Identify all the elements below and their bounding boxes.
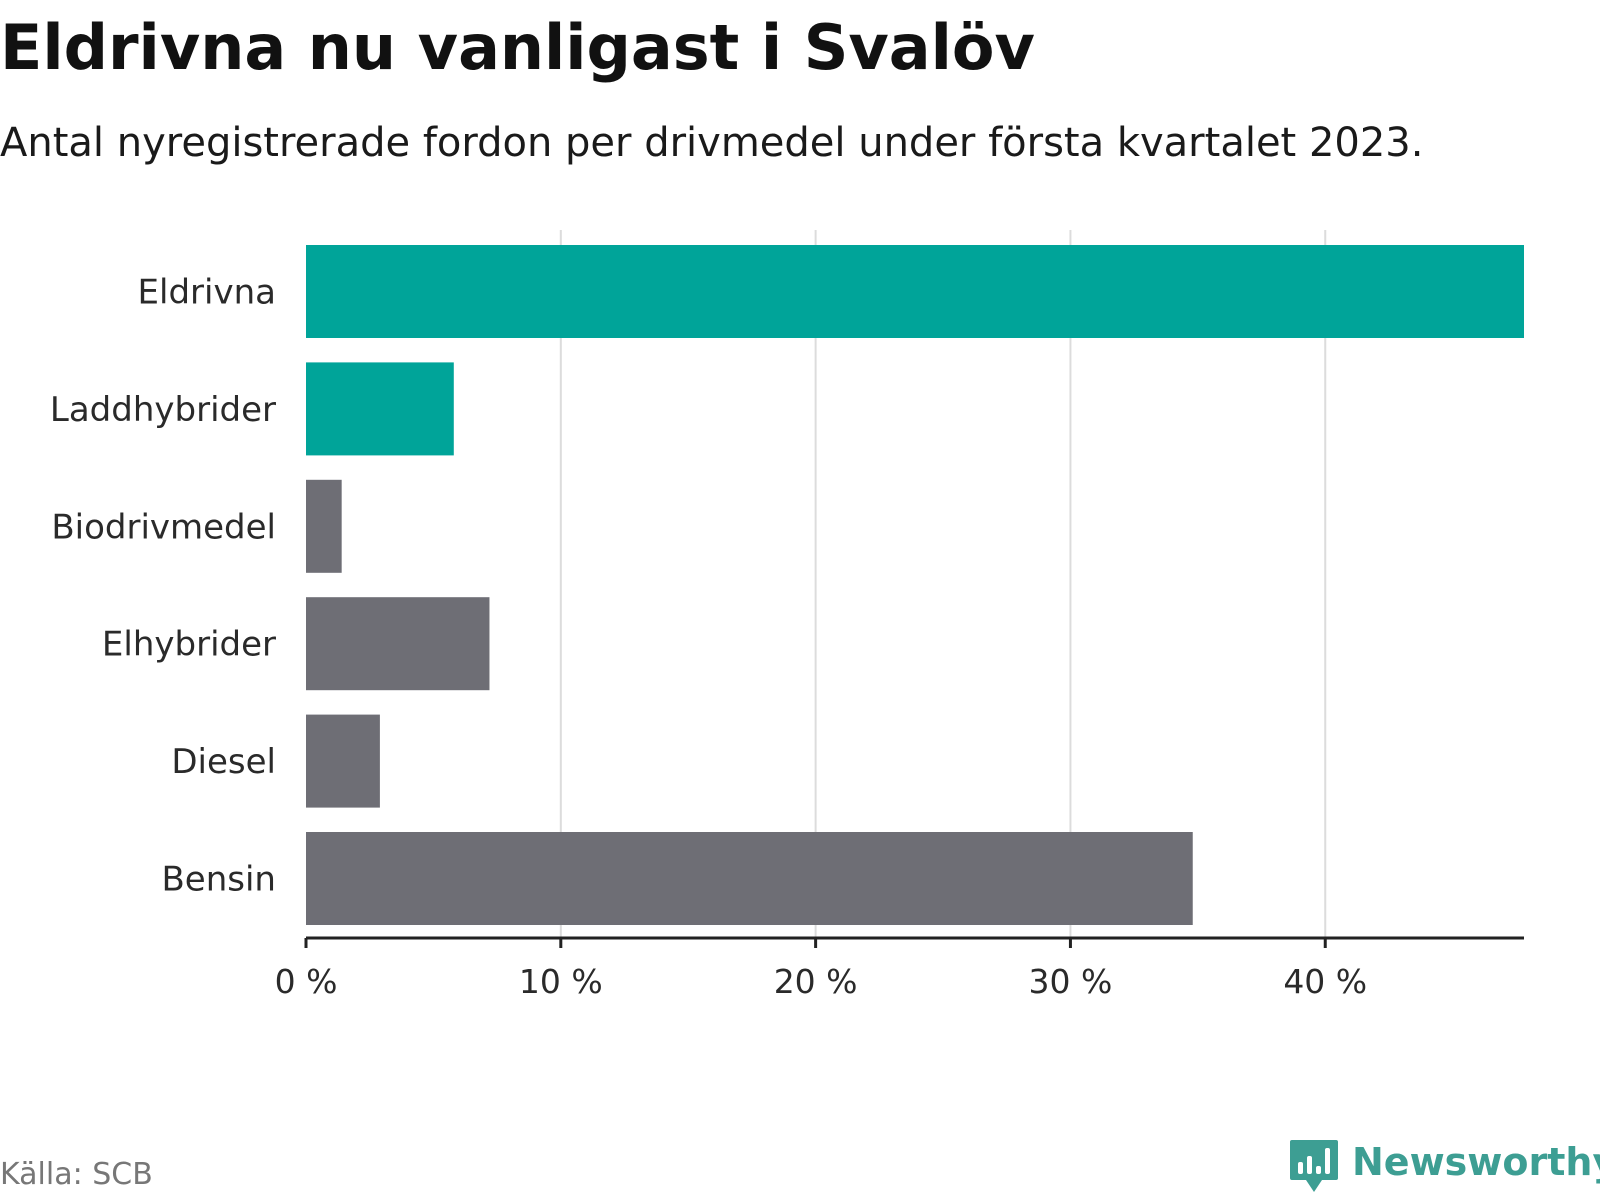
chart-subtitle: Antal nyregistrerade fordon per drivmede…: [0, 120, 1424, 166]
newsworthy-logo-icon: [1290, 1140, 1338, 1192]
chart-title: Eldrivna nu vanligast i Svalöv: [0, 11, 1035, 84]
x-tick-label: 40 %: [1283, 962, 1367, 1001]
category-label: Biodrivmedel: [51, 507, 276, 547]
bar: [306, 245, 1524, 338]
x-tick-label: 30 %: [1029, 962, 1113, 1001]
category-label: Diesel: [171, 742, 276, 782]
bar: [306, 597, 490, 691]
bar: [306, 479, 342, 573]
x-tick-label: 20 %: [774, 962, 858, 1001]
bar-chart: Eldrivna Laddhybrider Biodrivmedel Elhybrid…: [50, 230, 1524, 1001]
bar: [306, 832, 1193, 925]
x-tick-label: 0 %: [275, 962, 338, 1001]
category-label: Laddhybrider: [50, 390, 276, 430]
bar: [306, 714, 380, 808]
category-label: Eldrivna: [138, 273, 276, 313]
logo-text: Newsworthy: [1352, 1140, 1600, 1184]
category-label: Elhybrider: [102, 625, 276, 665]
x-tick-label: 10 %: [519, 962, 603, 1001]
bar: [306, 362, 454, 456]
category-label: Bensin: [161, 860, 276, 900]
source-note: Källa: SCB: [0, 1157, 153, 1192]
newsworthy-logo: Newsworthy: [1288, 1138, 1600, 1198]
